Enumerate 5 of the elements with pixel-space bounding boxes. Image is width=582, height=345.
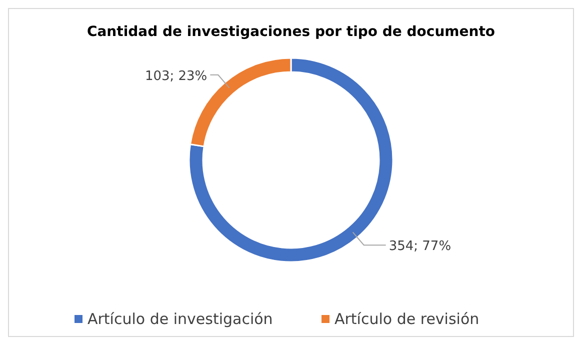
chart-title: Cantidad de investigaciones por tipo de documento: [86, 24, 496, 40]
data-label: 354; 77%: [388, 239, 452, 254]
legend-label: Artículo de revisión: [334, 310, 480, 328]
data-label: 103; 23%: [144, 68, 208, 84]
legend-label: Artículo de investigación: [88, 310, 273, 328]
